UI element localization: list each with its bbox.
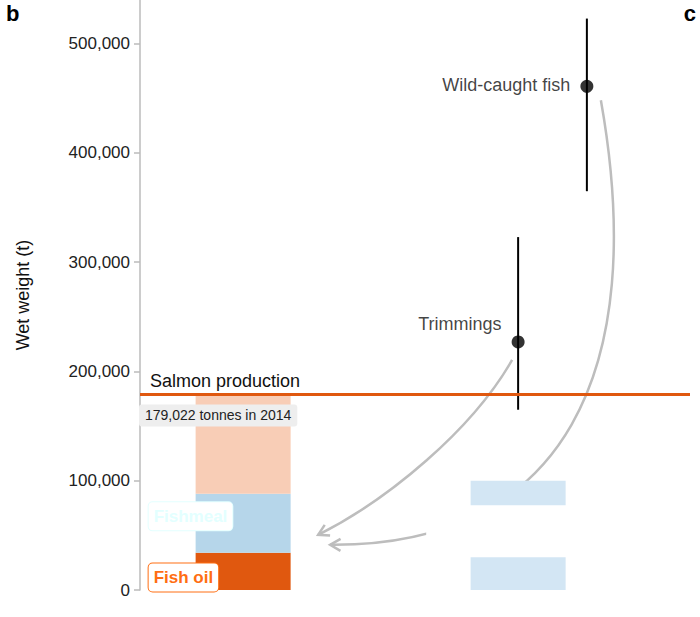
svg-text:Wet weight (t): Wet weight (t) — [13, 240, 33, 351]
svg-text:300,000: 300,000 — [69, 253, 130, 272]
svg-text:Fishmeal: Fishmeal — [154, 507, 228, 526]
svg-text:100,000: 100,000 — [69, 471, 130, 490]
svg-text:400,000: 400,000 — [69, 143, 130, 162]
svg-text:Salmon production: Salmon production — [150, 371, 300, 391]
svg-text:179,022 tonnes in 2014: 179,022 tonnes in 2014 — [145, 407, 292, 423]
svg-text:200,000: 200,000 — [69, 362, 130, 381]
svg-text:c: c — [684, 1, 696, 26]
svg-text:from wild-caught fish: from wild-caught fish — [432, 533, 604, 552]
svg-text:Spare fishmeal: Spare fishmeal — [458, 511, 579, 530]
svg-text:Trimmings: Trimmings — [418, 314, 501, 334]
svg-text:Wild-caught fish: Wild-caught fish — [442, 75, 570, 95]
svg-text:Fish oil: Fish oil — [154, 568, 214, 587]
svg-text:b: b — [6, 1, 19, 26]
svg-text:0: 0 — [121, 581, 130, 600]
svg-text:500,000: 500,000 — [69, 34, 130, 53]
